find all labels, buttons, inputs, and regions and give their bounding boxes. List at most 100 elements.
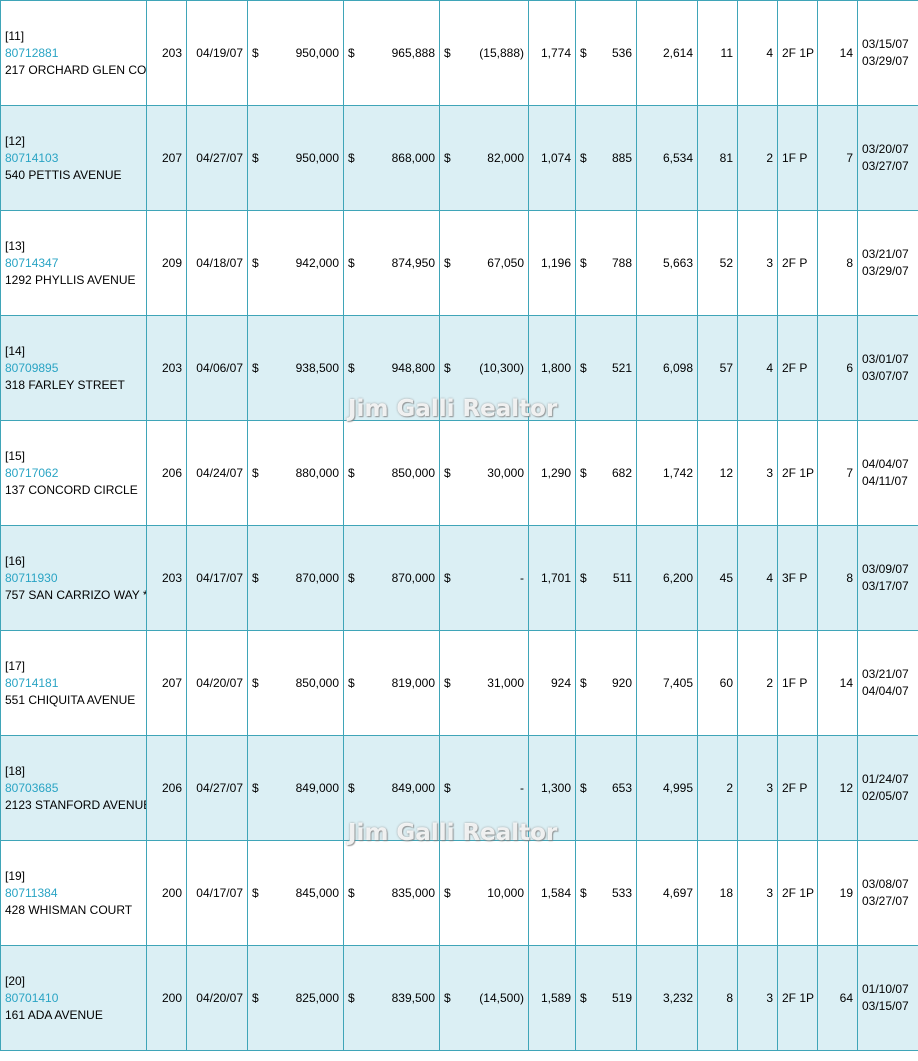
sale-price-cell: $948,800 <box>343 315 440 421</box>
difference-cell: $31,000 <box>439 630 529 736</box>
sale-price-cell: $868,000 <box>343 105 440 211</box>
listing-index: [19] <box>5 868 26 883</box>
dollar-sign: $ <box>348 781 355 795</box>
listing-index: [12] <box>5 133 26 148</box>
bedrooms: 3 <box>737 945 778 1051</box>
days-on-market: 18 <box>697 840 738 946</box>
area-code: 203 <box>146 315 187 421</box>
bedrooms: 2 <box>737 105 778 211</box>
dates-cell: 03/21/07 04/04/07 <box>857 630 918 736</box>
dollar-sign: $ <box>580 466 587 480</box>
lot-size: 1,742 <box>636 420 698 526</box>
table-row: [14] 80709895 318 FARLEY STREET 203 04/06/07… <box>0 315 918 421</box>
close-date: 04/27/07 <box>186 105 248 211</box>
square-feet: 1,584 <box>528 840 576 946</box>
date-listed: 03/01/07 <box>862 352 909 366</box>
mls-number-link[interactable]: 80714347 <box>5 255 59 270</box>
list-price: 938,500 <box>295 361 339 375</box>
sale-price: 870,000 <box>391 571 435 585</box>
close-date: 04/18/07 <box>186 210 248 316</box>
list-price-cell: $850,000 <box>247 630 344 736</box>
sale-price: 850,000 <box>391 466 435 480</box>
mls-number-link[interactable]: 80714181 <box>5 675 59 690</box>
list-price: 870,000 <box>295 571 339 585</box>
mls-number-link[interactable]: 80714103 <box>5 150 59 165</box>
mls-number-link[interactable]: 80712881 <box>5 45 59 60</box>
mls-number-link[interactable]: 80709895 <box>5 360 59 375</box>
listing-index: [13] <box>5 238 26 253</box>
date-pending: 04/11/07 <box>862 474 908 488</box>
price-per-sqft-cell: $519 <box>575 945 637 1051</box>
listing-info-cell: [15] 80717062 137 CONCORD CIRCLE <box>0 420 147 526</box>
close-date: 04/20/07 <box>186 945 248 1051</box>
sale-price-cell: $965,888 <box>343 0 440 106</box>
mls-number-link[interactable]: 80701410 <box>5 990 59 1005</box>
mls-number-link[interactable]: 80703685 <box>5 780 59 795</box>
days-on-market: 81 <box>697 105 738 211</box>
list-price-cell: $942,000 <box>247 210 344 316</box>
dollar-sign: $ <box>252 571 259 585</box>
sale-price-cell: $849,000 <box>343 735 440 841</box>
price-per-sqft: 653 <box>611 781 632 795</box>
listing-address: 428 WHISMAN COURT <box>5 902 133 917</box>
price-difference: 10,000 <box>487 886 524 900</box>
table-row: [18] 80703685 2123 STANFORD AVENUE 206 04/27… <box>0 735 918 841</box>
price-per-sqft: 536 <box>611 46 632 60</box>
list-price: 825,000 <box>295 991 339 1005</box>
price-per-sqft-cell: $885 <box>575 105 637 211</box>
bathrooms: 1F P <box>777 630 818 736</box>
price-per-sqft: 521 <box>611 361 632 375</box>
square-feet: 1,774 <box>528 0 576 106</box>
days-on-market: 60 <box>697 630 738 736</box>
mls-number-link[interactable]: 80711930 <box>5 570 58 585</box>
price-difference: 30,000 <box>487 466 524 480</box>
date-listed: 03/21/07 <box>862 667 909 681</box>
age: 12 <box>817 735 858 841</box>
sale-price: 835,000 <box>391 886 435 900</box>
listing-address: 217 ORCHARD GLEN COURT <box>5 62 147 77</box>
price-per-sqft-cell: $533 <box>575 840 637 946</box>
listing-index: [14] <box>5 343 26 358</box>
close-date: 04/17/07 <box>186 840 248 946</box>
age: 7 <box>817 105 858 211</box>
listing-index: [16] <box>5 553 26 568</box>
dollar-sign: $ <box>580 571 587 585</box>
sale-price-cell: $835,000 <box>343 840 440 946</box>
sale-price: 868,000 <box>391 151 435 165</box>
dollar-sign: $ <box>444 991 451 1005</box>
list-price: 849,000 <box>295 781 339 795</box>
area-code: 207 <box>146 105 187 211</box>
price-per-sqft-cell: $511 <box>575 525 637 631</box>
dollar-sign: $ <box>348 46 355 60</box>
age: 8 <box>817 210 858 316</box>
days-on-market: 52 <box>697 210 738 316</box>
age: 19 <box>817 840 858 946</box>
close-date: 04/17/07 <box>186 525 248 631</box>
price-per-sqft: 519 <box>611 991 632 1005</box>
price-per-sqft-cell: $536 <box>575 0 637 106</box>
age: 14 <box>817 630 858 736</box>
date-pending: 03/07/07 <box>862 369 909 383</box>
date-pending: 04/04/07 <box>862 684 909 698</box>
price-difference: (10,300) <box>479 361 524 375</box>
dollar-sign: $ <box>348 256 355 270</box>
bathrooms: 2F P <box>777 315 818 421</box>
difference-cell: $30,000 <box>439 420 529 526</box>
bedrooms: 3 <box>737 840 778 946</box>
price-per-sqft: 788 <box>611 256 632 270</box>
mls-number-link[interactable]: 80717062 <box>5 465 59 480</box>
listing-address: 757 SAN CARRIZO WAY * A2 <box>5 587 146 602</box>
area-code: 206 <box>146 420 187 526</box>
dollar-sign: $ <box>348 361 355 375</box>
list-price: 950,000 <box>295 46 339 60</box>
age: 64 <box>817 945 858 1051</box>
list-price: 942,000 <box>295 256 339 270</box>
sale-price: 849,000 <box>391 781 435 795</box>
mls-number-link[interactable]: 80711384 <box>5 885 58 900</box>
table-row: [12] 80714103 540 PETTIS AVENUE 207 04/27/07… <box>0 105 918 211</box>
date-listed: 01/10/07 <box>862 982 909 996</box>
dollar-sign: $ <box>444 781 451 795</box>
price-per-sqft-cell: $920 <box>575 630 637 736</box>
difference-cell: $ (14,500) <box>439 945 529 1051</box>
area-code: 209 <box>146 210 187 316</box>
